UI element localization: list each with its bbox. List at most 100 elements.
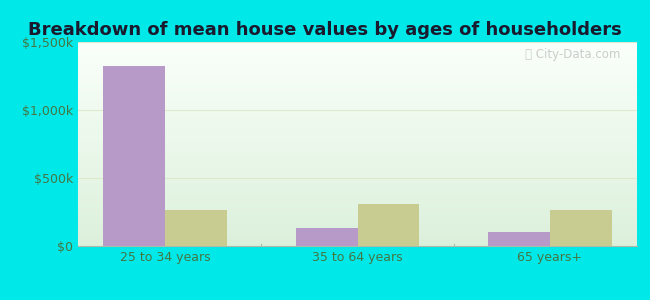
Bar — [78, 191, 637, 192]
Bar — [78, 159, 637, 160]
Bar — [78, 76, 637, 77]
Bar — [78, 61, 637, 62]
Bar — [78, 53, 637, 54]
Bar — [78, 97, 637, 98]
Bar — [78, 102, 637, 103]
Bar — [78, 111, 637, 112]
Bar — [78, 44, 637, 45]
Bar — [78, 232, 637, 233]
Bar — [78, 70, 637, 72]
Bar — [296, 228, 358, 246]
Bar — [78, 77, 637, 78]
Bar — [78, 241, 637, 242]
Bar — [78, 202, 637, 203]
Bar — [78, 188, 637, 189]
Bar — [78, 88, 637, 89]
Bar — [78, 118, 637, 119]
Bar — [78, 190, 637, 191]
Bar — [78, 158, 637, 159]
Bar — [358, 204, 419, 246]
Bar — [78, 186, 637, 187]
Bar — [78, 183, 637, 184]
Bar — [78, 218, 637, 220]
Bar — [78, 176, 637, 177]
Bar — [78, 59, 637, 60]
Bar — [78, 231, 637, 232]
Bar — [78, 162, 637, 164]
Bar — [78, 180, 637, 181]
Bar — [78, 130, 637, 131]
Bar — [78, 84, 637, 85]
Bar — [78, 236, 637, 237]
Bar — [78, 200, 637, 201]
Bar — [78, 47, 637, 48]
Bar — [78, 146, 637, 147]
Bar — [78, 80, 637, 81]
Bar — [78, 181, 637, 182]
Bar — [78, 113, 637, 114]
Bar — [78, 56, 637, 57]
Bar — [78, 104, 637, 105]
Bar — [78, 94, 637, 95]
Bar — [78, 73, 637, 74]
Bar — [78, 51, 637, 52]
Bar — [78, 105, 637, 106]
Bar — [78, 225, 637, 226]
Bar — [78, 144, 637, 145]
Bar — [78, 112, 637, 113]
Bar — [78, 210, 637, 211]
Bar — [78, 57, 637, 58]
Bar — [78, 230, 637, 231]
Bar — [550, 210, 612, 246]
Bar — [78, 46, 637, 47]
Bar — [78, 209, 637, 210]
Bar — [78, 142, 637, 143]
Bar — [165, 210, 227, 246]
Bar — [78, 133, 637, 134]
Bar — [78, 147, 637, 148]
Bar — [78, 116, 637, 118]
Bar — [78, 184, 637, 185]
Text: Breakdown of mean house values by ages of householders: Breakdown of mean house values by ages o… — [28, 21, 622, 39]
Bar — [78, 62, 637, 63]
Bar — [78, 211, 637, 212]
Bar — [78, 58, 637, 59]
Bar — [78, 145, 637, 146]
Bar — [78, 155, 637, 156]
Bar — [78, 156, 637, 157]
Bar — [78, 235, 637, 236]
Bar — [78, 239, 637, 240]
Bar — [78, 194, 637, 195]
Bar — [78, 197, 637, 198]
Bar — [78, 220, 637, 221]
Bar — [78, 143, 637, 144]
Bar — [78, 129, 637, 130]
Bar — [78, 245, 637, 246]
Bar — [78, 167, 637, 169]
Bar — [78, 157, 637, 158]
Bar — [78, 89, 637, 90]
Bar — [78, 223, 637, 224]
Bar — [78, 213, 637, 214]
Bar — [78, 152, 637, 153]
Bar — [78, 141, 637, 142]
Bar — [78, 127, 637, 128]
Bar — [78, 63, 637, 64]
Bar — [78, 92, 637, 93]
Bar — [78, 164, 637, 165]
Bar — [78, 119, 637, 121]
Bar — [78, 205, 637, 206]
Bar — [78, 178, 637, 179]
Bar — [78, 42, 637, 43]
Bar — [78, 75, 637, 76]
Bar — [78, 87, 637, 88]
Bar — [78, 189, 637, 190]
Bar — [78, 150, 637, 151]
Bar — [78, 153, 637, 154]
Bar — [78, 122, 637, 123]
Bar — [78, 187, 637, 188]
Bar — [78, 134, 637, 135]
Bar — [78, 182, 637, 183]
Bar — [78, 224, 637, 225]
Bar — [78, 99, 637, 100]
